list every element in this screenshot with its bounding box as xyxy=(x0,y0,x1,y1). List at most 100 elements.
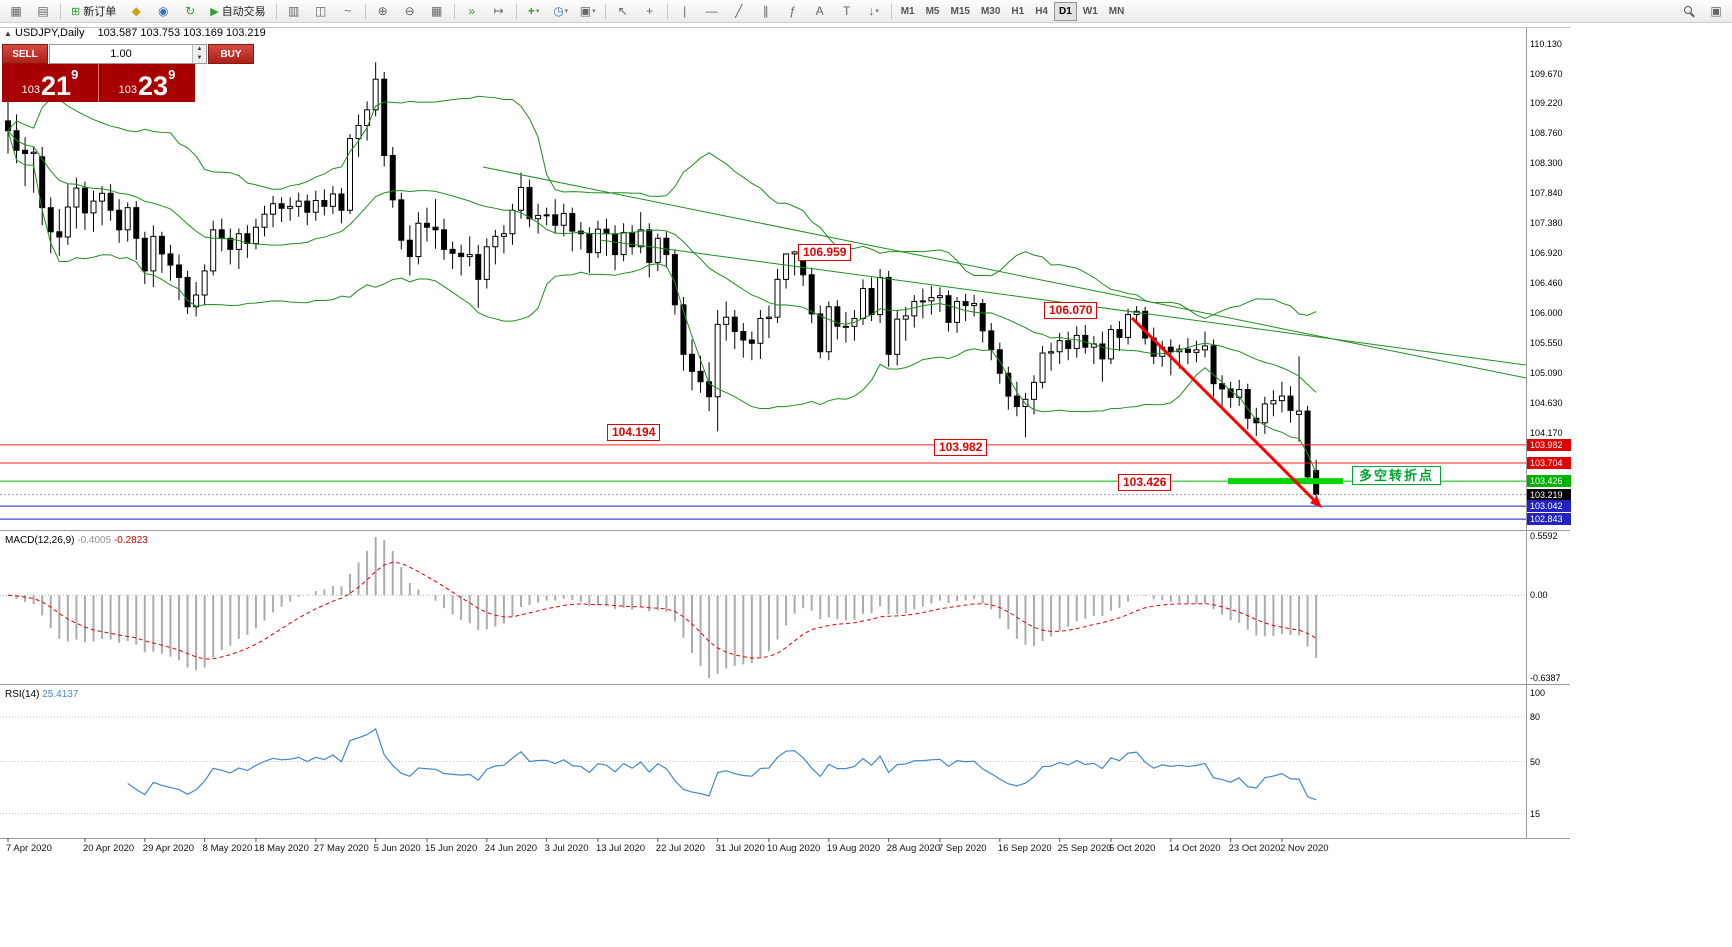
candlestick-chart-icon[interactable]: ◫ xyxy=(315,4,327,18)
macd-main-value: -0.4005 xyxy=(77,535,112,546)
templates-icon[interactable]: ▣ ▾ xyxy=(579,4,596,18)
date-axis-label: 5 Oct 2020 xyxy=(1108,843,1156,854)
price-text-label[interactable]: 106.070 xyxy=(1044,302,1098,319)
timeframe-h4[interactable]: H4 xyxy=(1035,5,1048,17)
fibonacci-icon[interactable]: ƒ xyxy=(789,4,797,18)
timeframe-d1[interactable]: D1 xyxy=(1054,1,1077,21)
toolbar-separator xyxy=(60,3,61,19)
periods-icon[interactable]: ◷ ▾ xyxy=(553,4,569,18)
price-axis-tick: 110.130 xyxy=(1530,39,1562,49)
volume-down-icon[interactable]: ▼ xyxy=(193,54,206,63)
sell-price-big: 21 xyxy=(41,71,72,101)
macd-signal-value: -0.2823 xyxy=(113,535,148,546)
sell-button[interactable]: SELL xyxy=(2,44,48,64)
chart-shift-icon[interactable]: ↦ xyxy=(493,4,504,18)
arrows-icon[interactable]: ↓ ▾ xyxy=(868,4,879,18)
cursor-icon[interactable]: ↖ xyxy=(617,4,628,18)
price-axis-tick: 108.760 xyxy=(1530,128,1563,139)
line-chart-icon[interactable]: ~ xyxy=(344,4,352,18)
trendline-icon[interactable]: ╱ xyxy=(735,4,743,18)
timeframe-m1[interactable]: M1 xyxy=(900,5,915,17)
auto-trading-button[interactable]: ▶ 自动交易 xyxy=(204,1,271,22)
data-window-icon[interactable]: ▣ xyxy=(1710,4,1722,18)
date-axis-label: 18 May 2020 xyxy=(253,843,309,854)
date-axis-label: 31 Jul 2020 xyxy=(715,843,765,854)
vertical-line-icon[interactable]: | xyxy=(683,4,687,18)
buy-button[interactable]: BUY xyxy=(208,44,254,64)
zoom-out-icon[interactable]: ⊖ xyxy=(404,4,415,18)
price-axis-marker: 103.982 xyxy=(1527,438,1571,451)
market-watch-icon[interactable]: ◉ xyxy=(157,4,169,18)
indicators-icon[interactable]: + ▾ xyxy=(527,4,540,18)
buy-price-prefix: 103 xyxy=(118,84,138,96)
crosshair-icon[interactable]: + xyxy=(646,4,654,18)
sell-price-sup: 9 xyxy=(71,67,79,82)
profiles-icon[interactable]: ▤ xyxy=(37,4,49,18)
date-axis-label: 29 Apr 2020 xyxy=(142,843,195,854)
collapse-arrow-icon[interactable]: ▲ xyxy=(4,29,12,38)
date-axis-label: 14 Oct 2020 xyxy=(1168,843,1221,854)
price-axis-marker: 103.219 xyxy=(1527,488,1571,501)
price-text-label[interactable]: 103.426 xyxy=(1118,474,1172,491)
toolbar-separator xyxy=(666,3,668,19)
date-axis-label: 7 Sep 2020 xyxy=(937,843,987,854)
timeframe-m5[interactable]: M5 xyxy=(925,5,940,17)
timeframe-m15[interactable]: M15 xyxy=(950,5,970,17)
macd-axis-min: -0.6387 xyxy=(1530,673,1561,683)
new-chart-icon[interactable]: ▦ xyxy=(10,4,22,18)
sell-price-display[interactable]: 103 21 9 xyxy=(2,64,98,102)
timeframe-m30[interactable]: M30 xyxy=(980,5,1001,17)
new-order-button[interactable]: ⊞ 新订单 xyxy=(65,1,122,22)
trendline xyxy=(482,166,1527,379)
date-axis-label: 3 Jul 2020 xyxy=(544,843,589,854)
rsi-line xyxy=(127,728,1317,801)
price-axis-tick: 109.670 xyxy=(1530,68,1563,79)
timeframe-h1[interactable]: H1 xyxy=(1011,5,1025,17)
price-axis-tick: 107.380 xyxy=(1530,218,1563,229)
bar-chart-icon[interactable]: ▥ xyxy=(288,4,300,18)
price-axis-marker: 103.704 xyxy=(1527,456,1571,469)
timeframe-mn[interactable]: MN xyxy=(1108,5,1125,17)
price-axis-tick: 106.000 xyxy=(1530,308,1563,319)
new-order-label: 新订单 xyxy=(83,6,117,18)
toolbar-separator xyxy=(604,3,606,19)
price-axis-tick: 109.220 xyxy=(1530,98,1563,109)
price-axis-marker: 103.042 xyxy=(1527,500,1571,513)
price-text-label[interactable]: 103.982 xyxy=(934,439,988,456)
turning-point-label[interactable]: 多空转折点 xyxy=(1352,466,1442,485)
auto-trading-icon: ▶ xyxy=(210,5,219,18)
macd-axis-max: 0.5592 xyxy=(1530,531,1558,541)
channel-icon[interactable]: ∥ xyxy=(762,4,769,18)
rsi-axis-tick: 50 xyxy=(1530,756,1541,767)
new-order-icon: ⊞ xyxy=(71,5,81,18)
volume-up-icon[interactable]: ▲ xyxy=(193,45,206,54)
text-label-icon[interactable]: T xyxy=(843,4,851,18)
tile-windows-icon[interactable]: ▦ xyxy=(431,4,443,18)
date-axis-label: 8 May 2020 xyxy=(202,843,253,854)
date-axis-label: 5 Jun 2020 xyxy=(373,843,421,854)
search-icon[interactable] xyxy=(1676,1,1702,22)
horizontal-line-icon[interactable]: ― xyxy=(705,4,718,18)
price-text-label[interactable]: 106.959 xyxy=(798,244,852,261)
toolbar-separator xyxy=(364,3,366,19)
bollinger-bands xyxy=(7,95,1317,474)
zoom-in-icon[interactable]: ⊕ xyxy=(377,4,388,18)
date-axis-label: 13 Jul 2020 xyxy=(595,843,646,854)
volume-input[interactable] xyxy=(50,45,192,63)
timeframe-w1[interactable]: W1 xyxy=(1082,5,1098,17)
macd-histogram xyxy=(15,537,1318,678)
chevron-down-icon: ▾ xyxy=(875,8,879,15)
rsi-value: 25.4137 xyxy=(42,689,79,700)
auto-scroll-icon[interactable]: » xyxy=(468,4,476,18)
symbol-period: USDJPY,Daily xyxy=(15,27,85,39)
rsi-axis-tick: 80 xyxy=(1530,711,1541,722)
price-text-label[interactable]: 104.194 xyxy=(607,424,661,441)
toolbar-separator xyxy=(275,3,277,19)
refresh-icon[interactable]: ↻ xyxy=(185,4,196,18)
chart-title: USDJPY,Daily 103.587 103.753 103.169 103… xyxy=(15,27,266,39)
alerts-icon[interactable]: ◆ xyxy=(131,4,141,18)
support-highlight-bar xyxy=(1228,478,1343,485)
buy-price-display[interactable]: 103 23 9 xyxy=(98,64,195,102)
text-icon[interactable]: A xyxy=(815,4,824,18)
